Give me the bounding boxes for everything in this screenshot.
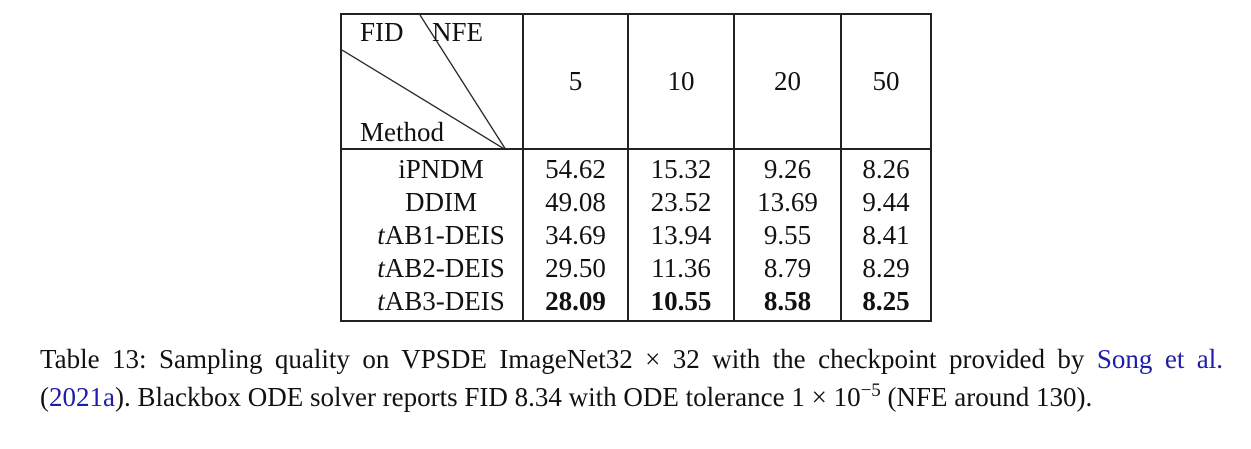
column-header: 10 [628,13,735,150]
table-cell: 9.55 [734,219,842,252]
table-cell: 15.32 [628,149,735,186]
table-caption: Table 13: Sampling quality on VPSDE Imag… [40,343,1223,413]
caption-text-2: Blackbox ODE solver reports FID 8.34 wit… [137,382,861,412]
table-cell: 13.69 [734,186,842,219]
table-cell: 8.79 [734,252,842,285]
citation-year-link[interactable]: 2021a [49,382,115,412]
caption-text-1: Table 13: Sampling quality on VPSDE Imag… [40,344,1085,374]
table-cell: 11.36 [628,252,735,285]
method-name: iPNDM [340,149,524,186]
method-name: tAB1-DEIS [340,219,524,252]
table-row: iPNDM 54.62 15.32 9.26 8.26 [340,149,932,186]
table-cell: 9.44 [841,186,932,219]
table-cell: 34.69 [523,219,629,252]
corner-label-fid: FID [360,17,404,47]
table-cell-best: 8.25 [841,285,932,322]
corner-diagonal-lines [342,15,506,150]
table-cell: 9.26 [734,149,842,186]
table-cell: 13.94 [628,219,735,252]
citation-open-paren: ( [40,382,49,412]
table-row: tAB1-DEIS 34.69 13.94 9.55 8.41 [340,219,932,252]
citation-close-paren: ). [114,382,131,412]
table-cell: 54.62 [523,149,629,186]
table-cell: 8.29 [841,252,932,285]
results-table: FID NFE Method 5 10 20 50 iPNDM 54.62 15… [340,13,932,322]
method-name: tAB2-DEIS [340,252,524,285]
table-cell: 8.41 [841,219,932,252]
table-row-best: tAB3-DEIS 28.09 10.55 8.58 8.25 [340,285,932,322]
column-header: 5 [523,13,629,150]
citation-author-link[interactable]: Song et al. [1096,344,1223,374]
corner-cell: FID NFE Method [340,13,524,150]
method-name: tAB3-DEIS [340,285,524,322]
corner-label-method: Method [360,117,444,147]
table-header-row: FID NFE Method 5 10 20 50 [340,13,932,150]
corner-label-nfe: NFE [432,17,484,47]
table-cell: 8.26 [841,149,932,186]
table-cell: 49.08 [523,186,629,219]
table-row: DDIM 49.08 23.52 13.69 9.44 [340,186,932,219]
table-cell-best: 28.09 [523,285,629,322]
method-name: DDIM [340,186,524,219]
table-cell: 29.50 [523,252,629,285]
table-cell-best: 10.55 [628,285,735,322]
column-header: 20 [734,13,842,150]
caption-text-3: (NFE around 130). [887,382,1093,412]
table-cell-best: 8.58 [734,285,842,322]
table-row: tAB2-DEIS 29.50 11.36 8.79 8.29 [340,252,932,285]
caption-exponent: −5 [860,380,881,401]
column-header: 50 [841,13,932,150]
table-cell: 23.52 [628,186,735,219]
